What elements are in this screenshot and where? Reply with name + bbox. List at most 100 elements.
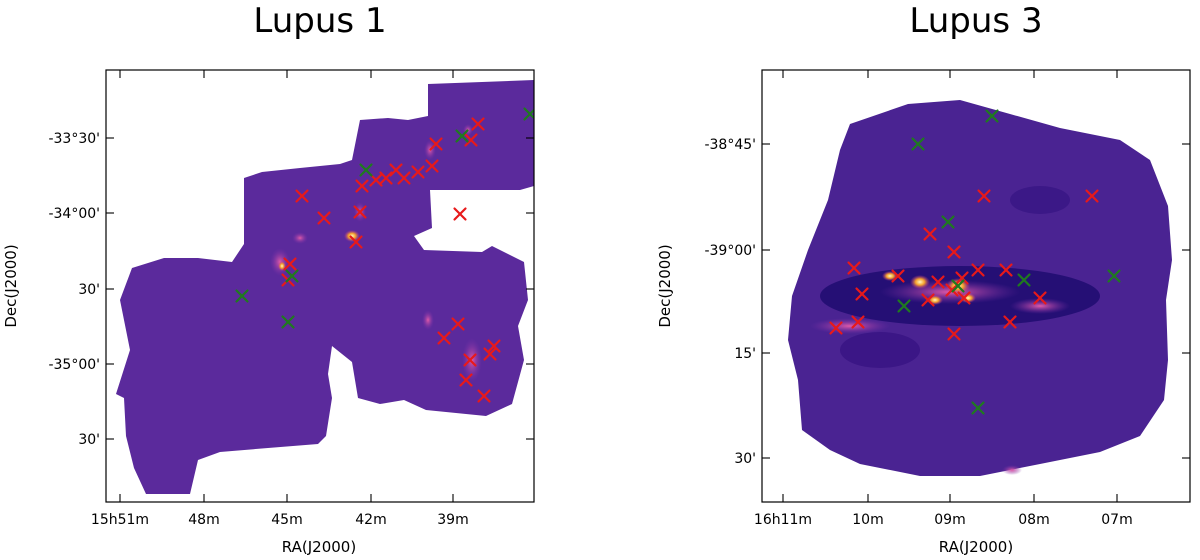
lupus3-green-x-marker [911, 137, 925, 151]
lupus3-xtick-label: 08m [1018, 512, 1049, 528]
lupus3-red-x-marker [847, 261, 861, 275]
lupus1-ytick-label: -35°00' [48, 357, 100, 373]
lupus3-xtick-label: 16h11m [754, 512, 812, 528]
lupus3-red-x-marker [945, 283, 959, 297]
lupus1-red-x-marker [369, 173, 383, 187]
lupus3-red-x-marker [891, 269, 905, 283]
lupus1-ytick-label: 30' [78, 432, 100, 448]
lupus1-xlabel: RA(J2000) [282, 538, 356, 556]
lupus3-core-glow [960, 293, 976, 303]
lupus1-red-x-marker [429, 137, 443, 151]
lupus1-red-x-marker [283, 257, 297, 271]
lupus1-red-x-marker [425, 159, 439, 173]
lupus3-green-x-marker [985, 109, 999, 123]
lupus1-red-x-marker [471, 117, 485, 131]
lupus3-red-x-marker [855, 287, 869, 301]
lupus1-xtick-label: 39m [437, 512, 468, 528]
lupus3-ytick-label: -38°45' [704, 137, 756, 153]
lupus3-green-x-marker [951, 279, 965, 293]
lupus3-red-x-marker [955, 271, 969, 285]
lupus1-red-x-marker [464, 133, 478, 147]
lupus1-coverage-region [116, 80, 534, 494]
lupus3-red-x-marker [971, 263, 985, 277]
lupus1-filament-glow [292, 232, 308, 244]
lupus3-green-x-marker [971, 401, 985, 415]
lupus1-red-x-marker [317, 211, 331, 225]
lupus3-red-x-marker [999, 263, 1013, 277]
lupus3-ticks [762, 70, 1190, 502]
lupus1-red-x-marker [355, 179, 369, 193]
lupus1-filament-glow [422, 310, 434, 330]
lupus1-red-x-marker [353, 205, 367, 219]
lupus1-red-x-marker [453, 207, 467, 221]
lupus3-title: Lupus 3 [909, 1, 1042, 41]
lupus3-green-x-marker [941, 215, 955, 229]
lupus3-red-x-marker [1003, 315, 1017, 329]
lupus1-red-x-marker [349, 235, 363, 249]
lupus1-title: Lupus 1 [253, 1, 386, 41]
lupus3-red-x-marker [851, 315, 865, 329]
lupus1-red-x-marker [487, 339, 501, 353]
lupus3-panel: Lupus 3 16h11m 10m 09m 08m 07m -38°45' [656, 1, 1191, 556]
lupus3-red-x-marker [931, 275, 945, 289]
lupus1-green-x-marker [281, 315, 295, 329]
lupus1-green-x-marker [455, 129, 469, 143]
lupus3-green-x-marker [1017, 273, 1031, 287]
lupus3-core-glow [910, 275, 930, 289]
lupus3-dark-patch [840, 332, 920, 368]
lupus3-xtick-label: 07m [1101, 512, 1132, 528]
lupus3-filament-glow [810, 318, 890, 334]
lupus1-xtick-label: 45m [271, 512, 302, 528]
lupus1-xtick-label: 15h51m [91, 512, 149, 528]
lupus3-xtick-label: 10m [852, 512, 883, 528]
lupus3-green-x-marker [1107, 269, 1121, 283]
lupus3-markers [829, 109, 1121, 415]
lupus1-red-x-marker [483, 347, 497, 361]
lupus3-ytick-label: 30' [734, 451, 756, 467]
lupus3-ytick-label: -39°00' [704, 243, 756, 259]
lupus3-filament-glow [1002, 465, 1022, 475]
lupus3-red-x-marker [1085, 189, 1099, 203]
lupus1-ytick-label: 30' [78, 282, 100, 298]
lupus1-green-x-marker [359, 163, 373, 177]
lupus1-core-glow [344, 230, 360, 242]
lupus3-ytick-label: 15' [734, 346, 756, 362]
lupus3-red-x-marker [921, 293, 935, 307]
lupus1-ticks [106, 70, 534, 502]
lupus1-ytick-label: -33°30' [48, 131, 100, 147]
lupus1-red-x-marker [295, 189, 309, 203]
lupus1-red-x-marker [437, 331, 451, 345]
lupus1-xtick-label: 42m [355, 512, 386, 528]
lupus3-red-x-marker [957, 291, 971, 305]
lupus3-green-x-marker [897, 299, 911, 313]
lupus3-dark-patch [1010, 186, 1070, 214]
lupus1-markers [235, 107, 534, 403]
lupus3-red-x-marker [923, 227, 937, 241]
lupus1-filament-glow [462, 338, 482, 382]
lupus3-xlabel: RA(J2000) [939, 538, 1013, 556]
lupus1-red-x-marker [451, 317, 465, 331]
lupus1-green-x-marker [235, 289, 249, 303]
lupus1-red-x-marker [463, 353, 477, 367]
lupus1-xtick-label: 48m [188, 512, 219, 528]
lupus1-green-x-marker [285, 269, 299, 283]
lupus1-red-x-marker [389, 163, 403, 177]
lupus3-filament-glow [1010, 298, 1070, 314]
lupus3-red-x-marker [829, 321, 843, 335]
lupus1-red-x-marker [477, 389, 491, 403]
lupus1-map-image [116, 80, 534, 494]
lupus3-red-x-marker [947, 327, 961, 341]
lupus3-red-x-marker [947, 245, 961, 259]
lupus3-ylabel: Dec(J2000) [656, 244, 674, 327]
lupus1-ylabel: Dec(J2000) [2, 244, 20, 327]
lupus1-axes-frame [105, 69, 535, 503]
lupus3-red-x-marker [977, 189, 991, 203]
lupus3-red-x-marker [1033, 291, 1047, 305]
lupus1-red-x-marker [459, 373, 473, 387]
lupus1-panel: Lupus 1 15h51m 48m 45m 42m 39m -33°30' -… [2, 1, 535, 556]
lupus1-red-x-marker [411, 165, 425, 179]
lupus1-ytick-label: -34°00' [48, 206, 100, 222]
lupus3-xtick-label: 09m [934, 512, 965, 528]
lupus3-map-image [788, 100, 1172, 476]
